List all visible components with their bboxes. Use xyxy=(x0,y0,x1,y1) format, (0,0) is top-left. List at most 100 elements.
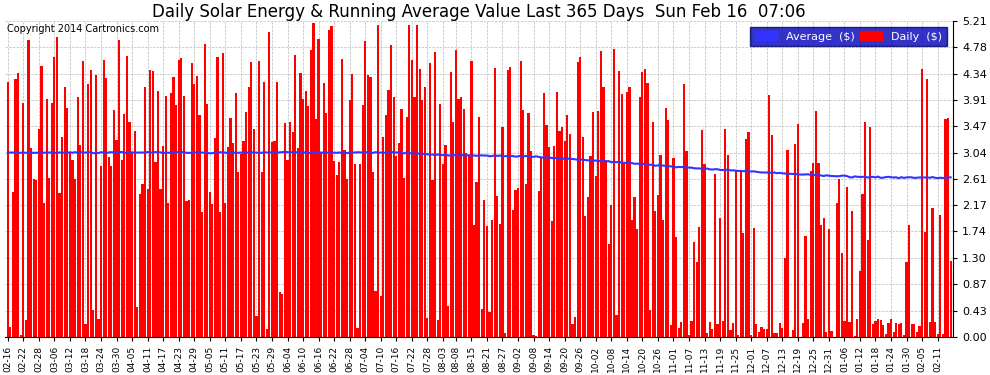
Bar xyxy=(781,328,783,337)
Bar xyxy=(419,69,421,337)
Bar xyxy=(250,62,252,337)
Bar xyxy=(108,157,110,337)
Bar xyxy=(339,162,341,337)
Bar xyxy=(299,73,302,337)
Bar xyxy=(190,63,193,337)
Bar xyxy=(693,242,695,337)
Bar xyxy=(467,156,470,337)
Bar xyxy=(113,110,115,337)
Bar xyxy=(478,117,480,337)
Bar xyxy=(328,30,330,337)
Bar xyxy=(507,70,509,337)
Bar xyxy=(30,148,33,337)
Bar xyxy=(442,164,445,337)
Bar xyxy=(49,178,50,337)
Bar xyxy=(434,51,437,337)
Bar xyxy=(292,132,294,337)
Bar xyxy=(553,147,555,337)
Bar xyxy=(908,225,910,337)
Bar xyxy=(634,197,636,337)
Bar xyxy=(198,115,201,337)
Bar xyxy=(698,226,701,337)
Bar xyxy=(744,139,747,337)
Bar xyxy=(447,306,449,337)
Bar xyxy=(763,329,765,337)
Bar xyxy=(331,26,333,337)
Bar xyxy=(541,157,543,337)
Bar xyxy=(364,41,366,337)
Bar xyxy=(946,118,949,337)
Bar xyxy=(768,95,770,337)
Bar xyxy=(61,137,63,337)
Bar xyxy=(336,176,338,337)
Bar xyxy=(183,96,185,337)
Bar xyxy=(760,327,762,337)
Bar xyxy=(784,258,786,337)
Bar xyxy=(449,72,451,337)
Bar xyxy=(603,87,605,337)
Bar xyxy=(841,253,842,337)
Bar xyxy=(147,189,148,337)
Bar xyxy=(906,262,908,337)
Bar xyxy=(276,82,278,337)
Bar xyxy=(252,129,255,337)
Bar xyxy=(36,180,38,337)
Bar xyxy=(664,108,667,337)
Bar xyxy=(66,108,68,337)
Bar xyxy=(941,334,943,337)
Bar xyxy=(162,146,164,337)
Bar xyxy=(826,332,828,337)
Bar xyxy=(475,182,478,337)
Bar xyxy=(175,105,177,337)
Bar xyxy=(38,129,40,337)
Bar xyxy=(320,153,323,337)
Bar xyxy=(230,118,232,337)
Bar xyxy=(584,216,586,337)
Bar xyxy=(400,108,403,337)
Bar xyxy=(12,192,14,337)
Bar xyxy=(232,142,235,337)
Bar xyxy=(921,69,924,337)
Bar xyxy=(613,49,615,337)
Bar xyxy=(55,37,58,337)
Bar xyxy=(818,163,820,337)
Bar xyxy=(885,334,887,337)
Bar xyxy=(924,232,926,337)
Bar xyxy=(369,76,371,337)
Bar xyxy=(411,60,413,337)
Bar xyxy=(243,141,245,337)
Bar xyxy=(344,150,346,337)
Bar xyxy=(893,332,895,337)
Bar xyxy=(429,63,431,337)
Bar xyxy=(805,236,807,337)
Bar xyxy=(97,319,100,337)
Bar xyxy=(395,156,397,337)
Bar xyxy=(185,201,187,337)
Bar xyxy=(791,330,794,337)
Bar xyxy=(927,80,929,337)
Bar xyxy=(722,321,724,337)
Bar xyxy=(170,93,172,337)
Bar xyxy=(222,53,224,337)
Bar xyxy=(831,332,833,337)
Bar xyxy=(735,171,737,337)
Bar xyxy=(794,144,796,337)
Bar xyxy=(610,205,613,337)
Bar xyxy=(353,164,356,337)
Bar xyxy=(499,224,501,337)
Bar xyxy=(118,40,120,337)
Bar xyxy=(359,165,361,337)
Legend: Average  ($), Daily  ($): Average ($), Daily ($) xyxy=(750,27,946,46)
Bar xyxy=(538,191,540,337)
Bar xyxy=(92,310,94,337)
Bar xyxy=(43,203,46,337)
Bar xyxy=(608,244,610,337)
Bar xyxy=(866,240,869,337)
Bar xyxy=(496,196,498,337)
Bar xyxy=(427,318,429,337)
Bar xyxy=(265,329,268,337)
Bar xyxy=(156,91,159,337)
Bar xyxy=(121,160,123,337)
Bar xyxy=(704,164,706,337)
Bar xyxy=(284,123,286,337)
